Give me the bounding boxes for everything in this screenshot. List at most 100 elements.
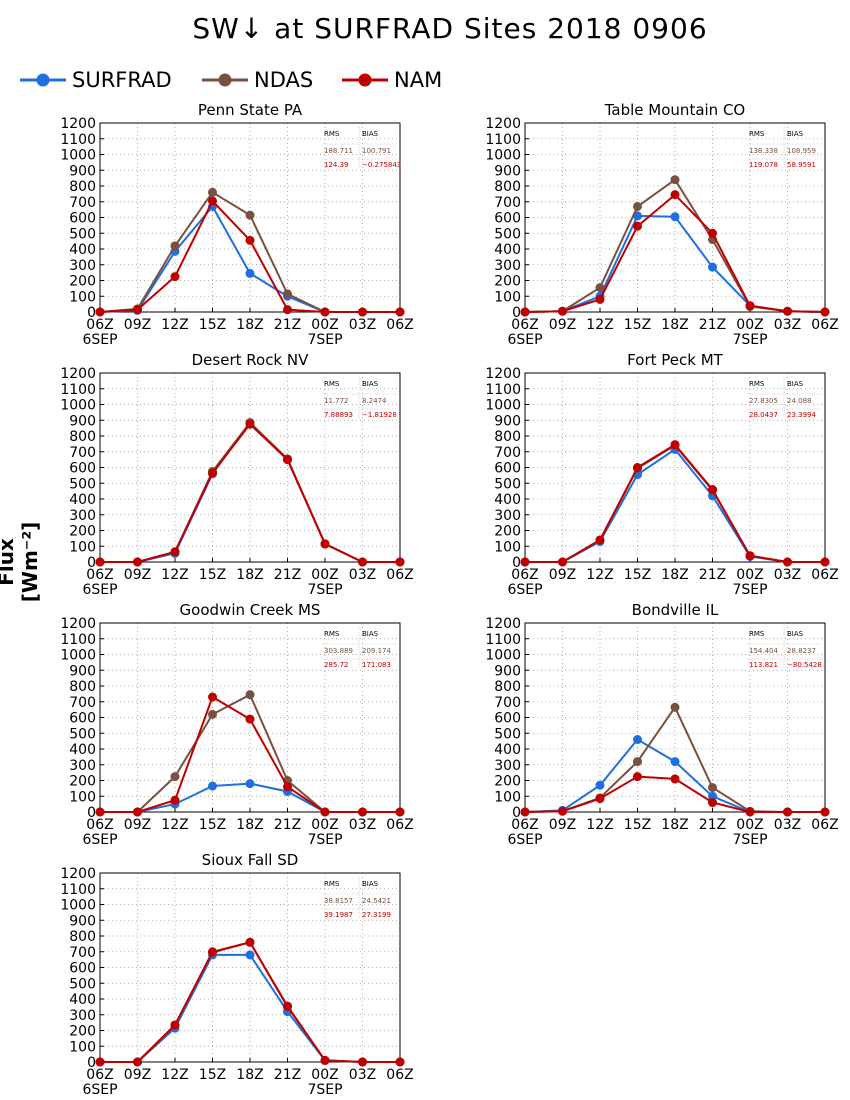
series-ndas [95,690,405,817]
x-tick-label: 06Z [86,567,113,583]
x-tick-label: 06Z [811,817,838,833]
y-tick-label: 200 [494,524,521,540]
y-tick-label: 0 [512,805,521,821]
x-tick-label: 21Z [699,567,726,583]
y-tick-label: 900 [69,663,96,679]
series-nam [95,196,405,317]
x-tick-label: 18Z [236,567,263,583]
x-tick-sublabel: 7SEP [307,832,342,848]
x-tick-label: 06Z [811,567,838,583]
chart-panel-goodwin-creek-ms: Goodwin Creek MS 010020030040050060070080… [60,601,413,848]
y-tick-label: 1200 [485,616,521,632]
x-tick-label: 15Z [199,1067,226,1083]
data-point-ndas [670,175,680,185]
y-tick-label: 600 [69,211,96,227]
data-point-nam [358,557,367,567]
y-tick-label: 200 [69,274,96,290]
data-point-nam [95,807,105,817]
series-nam [95,937,405,1067]
y-tick-label: 700 [69,195,96,211]
stats-header-bias: BIAS [787,630,804,638]
chart-title: Sioux Fall SD [202,851,299,869]
stats-header-bias: BIAS [362,630,379,638]
y-tick-label: 700 [494,195,521,211]
x-tick-label: 15Z [199,567,226,583]
x-tick-label: 21Z [699,317,726,333]
data-point-ndas [208,187,217,197]
x-tick-label: 06Z [386,1067,413,1083]
series-line-ndas [100,693,400,813]
data-point-nam [783,557,792,567]
data-point-surfrad [633,735,642,745]
data-point-ndas [670,702,680,712]
y-tick-label: 100 [69,289,96,305]
data-point-nam [245,937,255,947]
stats-rms-ndas: 303.889 [324,647,353,655]
data-point-nam [520,307,530,317]
stats-rms-ndas: 27.8305 [749,397,778,405]
stats-rms-ndas: 154.404 [749,647,778,655]
data-point-nam [633,221,642,231]
chart-title: Bondville IL [632,601,719,619]
y-tick-label: 900 [69,913,96,929]
y-tick-label: 500 [69,726,96,742]
x-tick-label: 06Z [86,1067,113,1083]
y-tick-label: 1000 [485,648,521,664]
series-line-nam [525,443,825,563]
data-point-nam [595,535,605,545]
data-point-ndas [245,690,255,700]
y-tick-label: 200 [494,274,521,290]
stats-bias-nam: −1.81928 [362,411,397,419]
legend-label-surfrad: SURFRAD [72,68,172,92]
y-tick-label: 0 [87,1055,96,1071]
x-tick-label: 00Z [311,567,338,583]
y-tick-label: 200 [69,1024,96,1040]
x-tick-label: 15Z [199,817,226,833]
x-tick-label: 03Z [774,567,801,583]
y-tick-label: 600 [69,461,96,477]
x-tick-sublabel: 6SEP [82,832,117,848]
y-tick-label: 300 [69,758,96,774]
series-line-nam [100,695,400,813]
x-tick-label: 09Z [124,317,151,333]
y-tick-label: 200 [69,524,96,540]
stats-bias-ndas: 108.959 [787,147,816,155]
x-tick-sublabel: 7SEP [307,582,342,598]
y-tick-label: 1100 [60,632,96,648]
x-tick-label: 09Z [124,567,151,583]
chart-title: Desert Rock NV [192,351,309,369]
data-point-nam [558,557,567,567]
legend-swatch-ndas [202,73,248,87]
data-point-ndas [708,783,717,793]
x-tick-label: 18Z [236,317,263,333]
y-tick-label: 800 [494,679,521,695]
x-tick-label: 12Z [161,1067,188,1083]
x-tick-label: 09Z [549,817,576,833]
chart-panel-bondville-il: Bondville IL 0100200300400500600700800900… [485,601,838,848]
x-tick-label: 18Z [661,567,688,583]
y-tick-label: 500 [494,476,521,492]
stats-bias-ndas: 100.791 [362,147,391,155]
x-tick-sublabel: 7SEP [732,582,767,598]
data-point-nam [283,305,292,315]
x-tick-label: 03Z [349,1067,376,1083]
stats-bias-ndas: 24.088 [787,397,812,405]
stats-bias-ndas: 28.8237 [787,647,816,655]
data-point-surfrad [708,262,717,272]
x-tick-sublabel: 6SEP [507,582,542,598]
series-nam [520,190,830,317]
stats-rms-ndas: 38.8157 [324,897,353,905]
data-point-ndas [633,201,642,211]
stats-bias-ndas: 8.2474 [362,397,387,405]
series-line-ndas [525,444,825,563]
data-point-nam [245,235,255,245]
series-line-ndas [99,190,400,313]
chart-title: Table Mountain CO [604,101,746,119]
legend-marker [358,73,372,87]
y-tick-label: 600 [494,461,521,477]
y-tick-label: 800 [69,679,96,695]
stats-bias-nam: −0.275843 [362,161,401,169]
data-point-nam [708,798,717,808]
data-point-nam [520,557,530,567]
x-tick-sublabel: 7SEP [732,332,767,348]
